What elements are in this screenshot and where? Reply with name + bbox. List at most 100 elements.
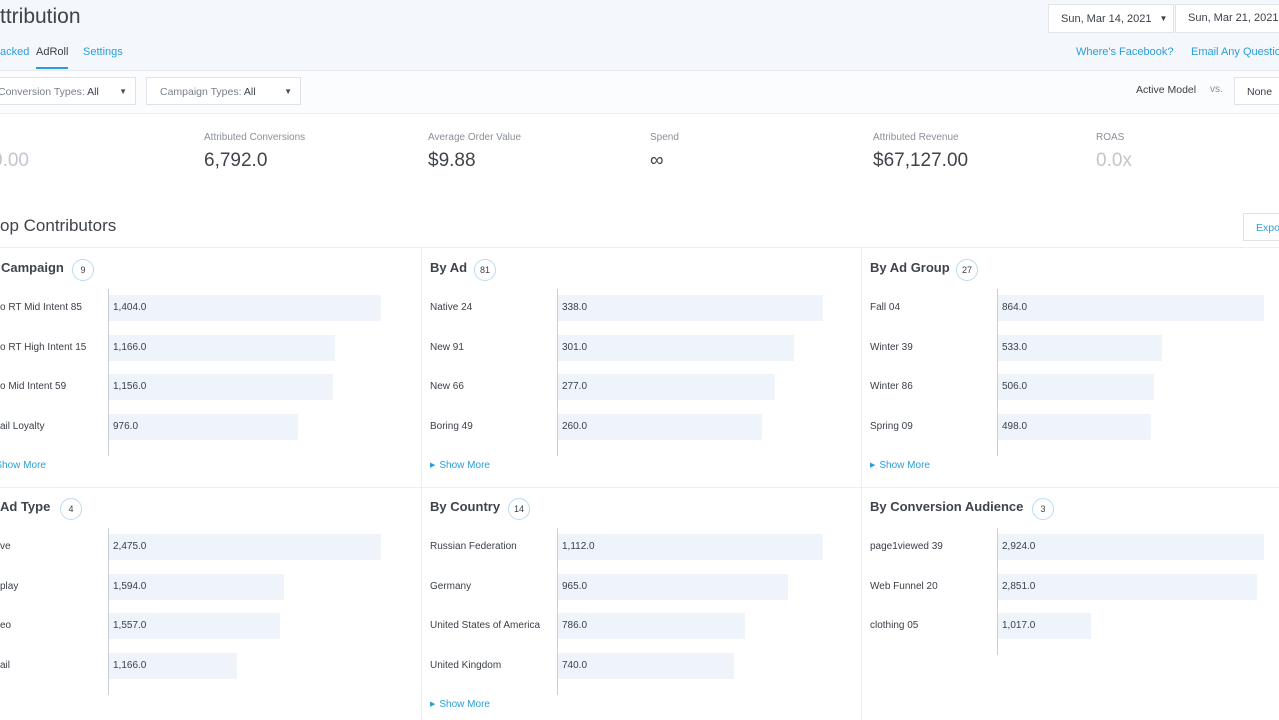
bar-value: 1,166.0	[113, 341, 147, 353]
value-bar	[998, 413, 1151, 440]
chevron-down-icon: ▼	[1159, 14, 1168, 23]
row-label: Fall 04	[870, 302, 901, 313]
tab-settings[interactable]: Settings	[83, 46, 123, 58]
value-bar	[558, 613, 745, 639]
bar-value: 976.0	[113, 420, 139, 432]
value-bar	[998, 334, 1162, 361]
row-label: page1viewed 39	[870, 541, 943, 552]
bar-value: 2,851.0	[1002, 580, 1036, 592]
row-label: Winter 86	[870, 381, 913, 392]
page-title: ttribution	[0, 5, 81, 28]
row-label: Winter 39	[870, 341, 913, 353]
bar-axis	[997, 528, 998, 655]
metric-value: 6,792.0	[204, 150, 268, 171]
bar-value: 1,404.0	[113, 302, 147, 313]
show-more-label: Show More	[439, 460, 490, 471]
metric-value: $9.88	[428, 150, 476, 171]
wheres-facebook-link[interactable]: Where's Facebook?	[1076, 46, 1174, 58]
row-label: Native 24	[430, 302, 473, 313]
bar-value: 740.0	[562, 659, 588, 671]
row-label: Spring 09	[870, 420, 913, 432]
bar-value: 301.0	[562, 341, 588, 353]
bar-value: 260.0	[562, 420, 588, 432]
count-badge: 81	[474, 259, 496, 281]
card-title: By Conversion Audience	[870, 499, 1024, 514]
section-title: op Contributors	[0, 216, 117, 235]
show-more-link[interactable]: ▶Show More	[0, 460, 46, 471]
caret-right-icon: ▶	[430, 701, 436, 708]
card-title: By Ad	[430, 260, 468, 275]
value-bar	[558, 652, 734, 679]
value-bar	[558, 573, 788, 600]
value-bar	[109, 374, 333, 400]
bar-value: 1,017.0	[1002, 620, 1036, 631]
export-button[interactable]: Export	[1243, 213, 1279, 241]
show-more-link[interactable]: ▶Show More	[870, 460, 930, 471]
start-date-label: Sun, Mar 14, 2021	[1061, 13, 1152, 25]
metric-value: 0.00	[0, 150, 29, 171]
bar-value: 864.0	[1002, 302, 1028, 313]
compare-model-select[interactable]: None	[1234, 77, 1279, 105]
conversion-types-label: Conversion Types:	[0, 86, 85, 98]
row-label: United States of America	[430, 620, 541, 631]
vs-label: vs.	[1210, 84, 1223, 95]
bar-value: 1,594.0	[113, 580, 147, 592]
divider	[421, 247, 422, 720]
tab-tracked[interactable]: acked	[0, 46, 30, 58]
active-tab-indicator	[36, 67, 68, 69]
row-label: o RT High Intent 15	[0, 341, 87, 353]
active-model-label: Active Model	[1136, 84, 1197, 96]
row-label: ail	[0, 659, 11, 671]
caret-right-icon: ▶	[430, 462, 436, 469]
value-bar	[998, 295, 1264, 321]
campaign-types-select[interactable]: Campaign Types: All ▼	[146, 77, 301, 105]
bar-value: 2,475.0	[113, 541, 147, 552]
value-bar	[109, 334, 335, 361]
row-label: ve	[0, 541, 11, 552]
row-label: Web Funnel 20	[870, 580, 938, 592]
row-label: Boring 49	[430, 420, 473, 432]
chevron-down-icon: ▼	[284, 87, 292, 96]
value-bar	[558, 534, 823, 560]
end-date-label: Sun, Mar 21, 2021	[1188, 12, 1279, 24]
metric-label: Spend	[650, 132, 679, 143]
email-questions-link[interactable]: Email Any Questions	[1191, 46, 1279, 58]
row-label: United Kingdom	[430, 659, 502, 671]
bar-axis	[997, 289, 998, 456]
row-label: New 91	[430, 341, 464, 353]
value-bar	[998, 534, 1264, 560]
conversion-types-select[interactable]: Conversion Types: All ▼	[0, 77, 136, 105]
value-bar	[558, 413, 762, 440]
count-badge: 14	[508, 498, 530, 520]
bar-value: 965.0	[562, 580, 588, 592]
row-label: New 66	[430, 381, 464, 392]
show-more-label: Show More	[879, 460, 930, 471]
bar-value: 1,557.0	[113, 620, 147, 631]
campaign-types-label: Campaign Types:	[160, 86, 242, 98]
chevron-down-icon: ▼	[119, 87, 127, 96]
row-label: Russian Federation	[430, 541, 517, 552]
metric-label: Average Order Value	[428, 132, 522, 143]
end-date-picker[interactable]: Sun, Mar 21, 2021	[1175, 4, 1279, 33]
count-badge: 27	[956, 259, 978, 281]
row-label: Germany	[430, 580, 472, 592]
show-more-link[interactable]: ▶Show More	[430, 460, 490, 471]
value-bar	[558, 334, 794, 361]
metric-value: $67,127.00	[873, 150, 969, 171]
card-title: By Ad Group	[870, 260, 950, 275]
show-more-link[interactable]: ▶Show More	[430, 699, 490, 710]
row-label: o RT Mid Intent 85	[0, 302, 82, 313]
row-label: ail Loyalty	[0, 420, 45, 432]
bar-value: 533.0	[1002, 341, 1028, 353]
count-badge: 3	[1032, 498, 1054, 520]
bar-value: 2,924.0	[1002, 541, 1036, 552]
start-date-picker[interactable]: Sun, Mar 14, 2021 ▼	[1048, 4, 1174, 33]
card-title: By Country	[430, 499, 501, 514]
tab-adroll[interactable]: AdRoll	[36, 46, 69, 58]
metric-value: ∞	[650, 150, 664, 171]
metric-label: Attributed Revenue	[873, 132, 959, 143]
card-title: Ad Type	[0, 499, 51, 514]
compare-model-value: None	[1247, 86, 1273, 98]
show-more-label: Show More	[439, 699, 490, 710]
bar-axis	[108, 528, 109, 695]
